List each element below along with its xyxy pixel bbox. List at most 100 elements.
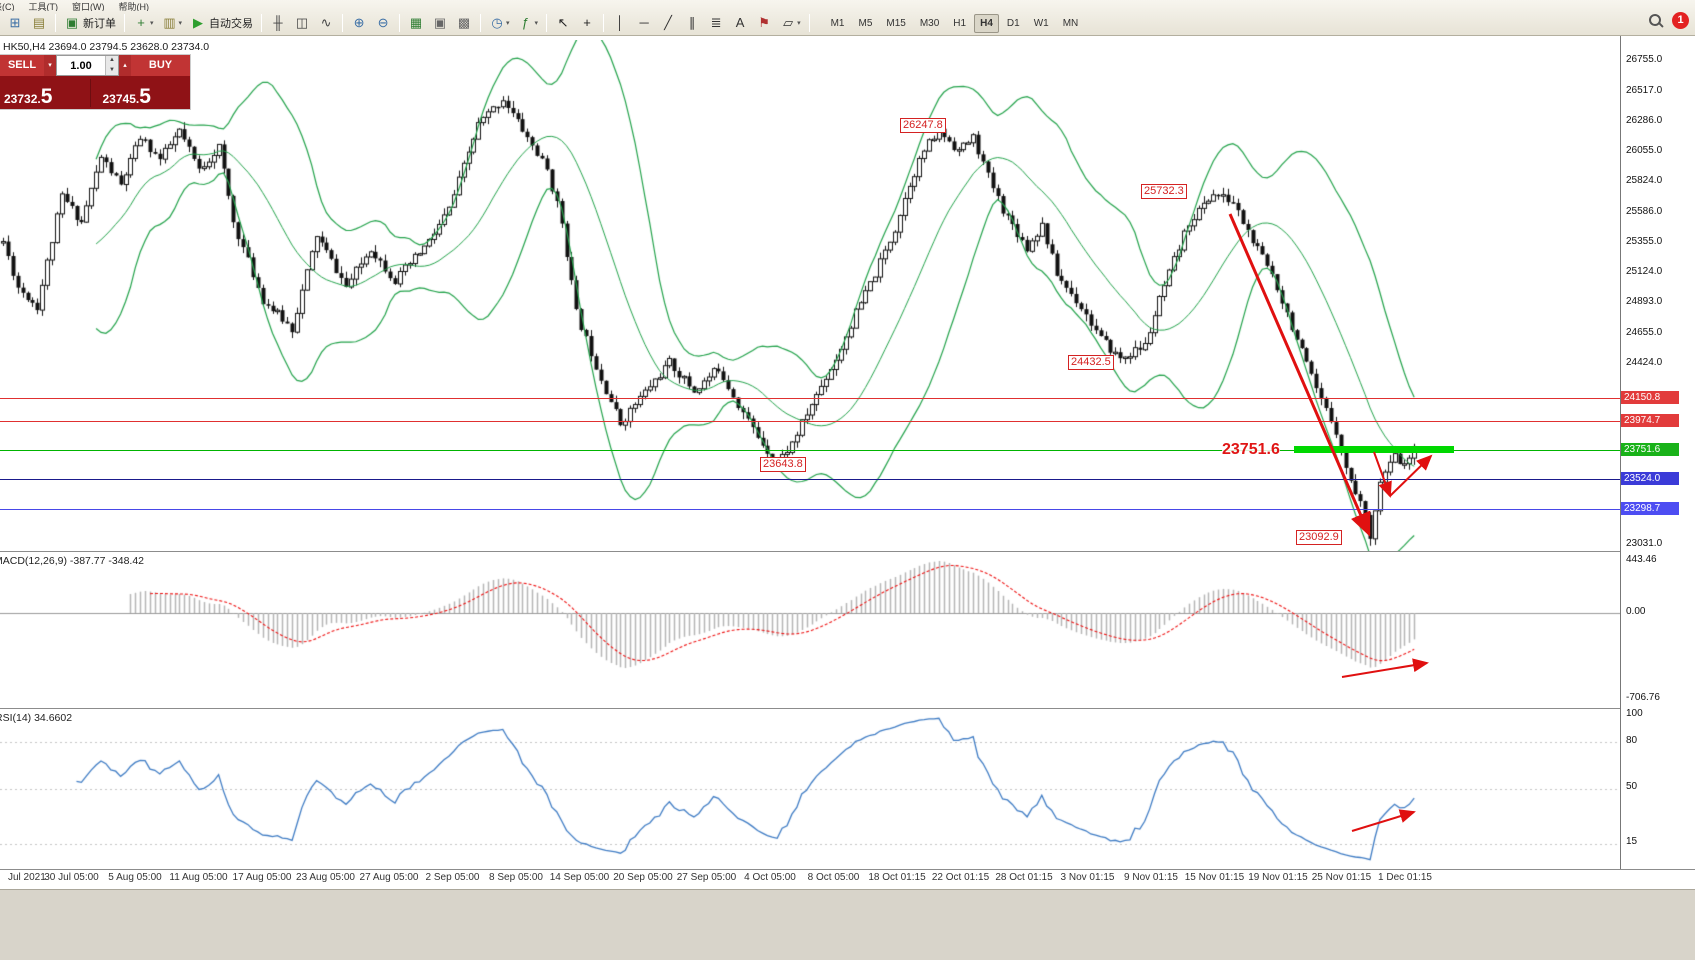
menu-item[interactable]: 图表(C) [0,2,15,11]
shapes-icon[interactable]: ▱ ▾ [777,13,804,33]
rsi-axis-value: 15 [1626,836,1638,847]
price-axis-value: 26055.0 [1626,144,1663,156]
window-footer [0,889,1695,960]
navigator-icon[interactable]: ▤ [28,13,50,33]
price-tag: 23524.0 [1621,472,1679,486]
timeframe-h1[interactable]: H1 [953,17,967,29]
time-axis-label: 2 Sep 05:00 [425,872,480,883]
fibonacci-icon[interactable]: ≣ [705,13,727,33]
timeframe-d1[interactable]: D1 [1006,17,1020,29]
text-tool-icon[interactable]: A [729,13,751,33]
dropdown-caret-icon: ▾ [150,20,154,27]
channel-icon: ∥ [688,15,696,30]
price-axis-value: 24655.0 [1626,327,1663,339]
buy-dropdown-caret-icon[interactable]: ▴ [119,55,131,76]
timeframe-w1[interactable]: W1 [1033,17,1049,29]
menu-item[interactable]: 窗口(W) [72,2,105,11]
timeframe-m5[interactable]: M5 [858,17,873,29]
chart-bars-icon: ╫ [273,15,283,30]
horizontal-level-line [0,398,1620,399]
macd-panel-canvas[interactable] [0,553,1620,708]
cascade-windows-icon[interactable]: ▩ [453,13,475,33]
menu-item[interactable]: 工具(T) [28,2,59,11]
rsi-label: RSI(14) 34.6602 [0,712,73,724]
chart-candles-icon: ◫ [295,15,309,30]
sell-price[interactable]: 23732. 5 [4,86,88,107]
sell-price-main: 23732. [4,92,41,106]
price-annotation: 23092.9 [1296,530,1342,545]
menu-item[interactable]: 帮助(H) [118,2,150,11]
market-watch-icon[interactable]: ⊞ [4,13,26,33]
zoom-out-icon: ⊖ [377,15,389,30]
chart-line-icon[interactable]: ∿ [315,13,337,33]
search-icon[interactable] [1648,13,1663,28]
price-tag: 23751.6 [1621,442,1679,456]
time-axis-label: 27 Sep 05:00 [676,872,737,883]
time-axis-label: 28 Oct 01:15 [995,872,1053,883]
price-axis-value: 26755.0 [1626,53,1663,65]
timeframe-h4[interactable]: H4 [974,13,999,33]
dropdown-caret-icon: ▾ [797,20,801,27]
crosshair-icon[interactable]: + [576,13,598,33]
timeframe-m1[interactable]: M1 [830,17,845,29]
indicators-icon: ƒ [521,15,530,30]
price-annotation: 23751.6 [1222,441,1280,459]
horizontal-line-icon[interactable]: ─ [633,13,655,33]
sell-button[interactable]: SELL [0,55,44,76]
tile-windows-icon[interactable]: ▦ [405,13,427,33]
time-axis-label: 8 Sep 05:00 [489,872,543,883]
volume-box: ▲ ▼ [56,55,119,76]
zoom-out-icon[interactable]: ⊖ [372,13,394,33]
buy-price[interactable]: 23745. 5 [93,86,187,107]
toolbar-separator [55,14,56,32]
dropdown-caret-icon: ▾ [178,20,183,27]
time-axis-label: 8 Oct 05:00 [807,872,860,883]
zoom-in-icon[interactable]: ⊕ [348,13,370,33]
horizontal-line-icon: ─ [639,15,649,30]
time-axis-label: 5 Aug 05:00 [108,872,162,883]
volume-decrease-button[interactable]: ▼ [105,65,118,75]
panel-separator [0,708,1695,709]
timeframe-m30[interactable]: M30 [919,17,940,29]
new-order-button: ▣ [65,15,79,30]
time-axis-label: 3 Nov 01:15 [1060,872,1115,883]
new-chart-icon: + [137,15,145,30]
volume-input[interactable] [57,56,105,75]
time-axis-label: 17 Aug 05:00 [232,872,292,883]
cursor-icon[interactable]: ↖ [552,13,574,33]
time-axis-label: 1 Dec 01:15 [1378,872,1432,883]
autotrade-button[interactable]: ▶ 自动交易 [187,13,256,33]
buy-button[interactable]: BUY [131,55,190,76]
new-order-button[interactable]: ▣ 新订单 [61,13,119,33]
timeframe-mn[interactable]: MN [1062,17,1079,29]
arrows-tool-icon[interactable]: ⚑ [753,13,775,33]
price-annotation: 24432.5 [1068,355,1114,370]
candlestick-chart-canvas[interactable] [0,40,1620,551]
price-tag: 23974.7 [1621,413,1679,427]
chart-candles-icon[interactable]: ◫ [291,13,313,33]
price-axis-value: 25124.0 [1626,266,1663,278]
rsi-panel-canvas[interactable] [0,710,1620,868]
profiles-icon[interactable]: ▥ ▾ [159,13,186,33]
timeframe-m15[interactable]: M15 [886,17,906,29]
new-chart-icon[interactable]: + ▾ [130,13,157,33]
periods-icon[interactable]: ◷ ▾ [486,13,513,33]
notification-badge[interactable]: 1 [1672,12,1689,29]
volume-increase-button[interactable]: ▲ [105,56,118,66]
arrange-windows-icon[interactable]: ▣ [429,13,451,33]
trendline-icon[interactable]: ╱ [657,13,679,33]
autotrade-button-label: 自动交易 [209,18,254,30]
toolbar-separator [124,14,125,32]
indicators-icon[interactable]: ƒ ▾ [515,13,542,33]
sell-dropdown-caret-icon[interactable]: ▾ [44,55,56,76]
rsi-axis-value: 100 [1626,708,1643,719]
vertical-line-icon[interactable]: │ [609,13,631,33]
channel-icon[interactable]: ∥ [681,13,703,33]
one-click-trading-widget: SELL ▾ ▲ ▼ ▴ BUY 23732. 5 23745. 5 [0,55,190,109]
time-axis-label: 20 Sep 05:00 [613,872,673,883]
profiles-icon: ▥ [163,15,176,30]
price-annotation: 25732.3 [1141,184,1187,199]
chart-bars-icon[interactable]: ╫ [267,13,289,33]
time-axis-label: 9 Nov 01:15 [1124,872,1178,883]
